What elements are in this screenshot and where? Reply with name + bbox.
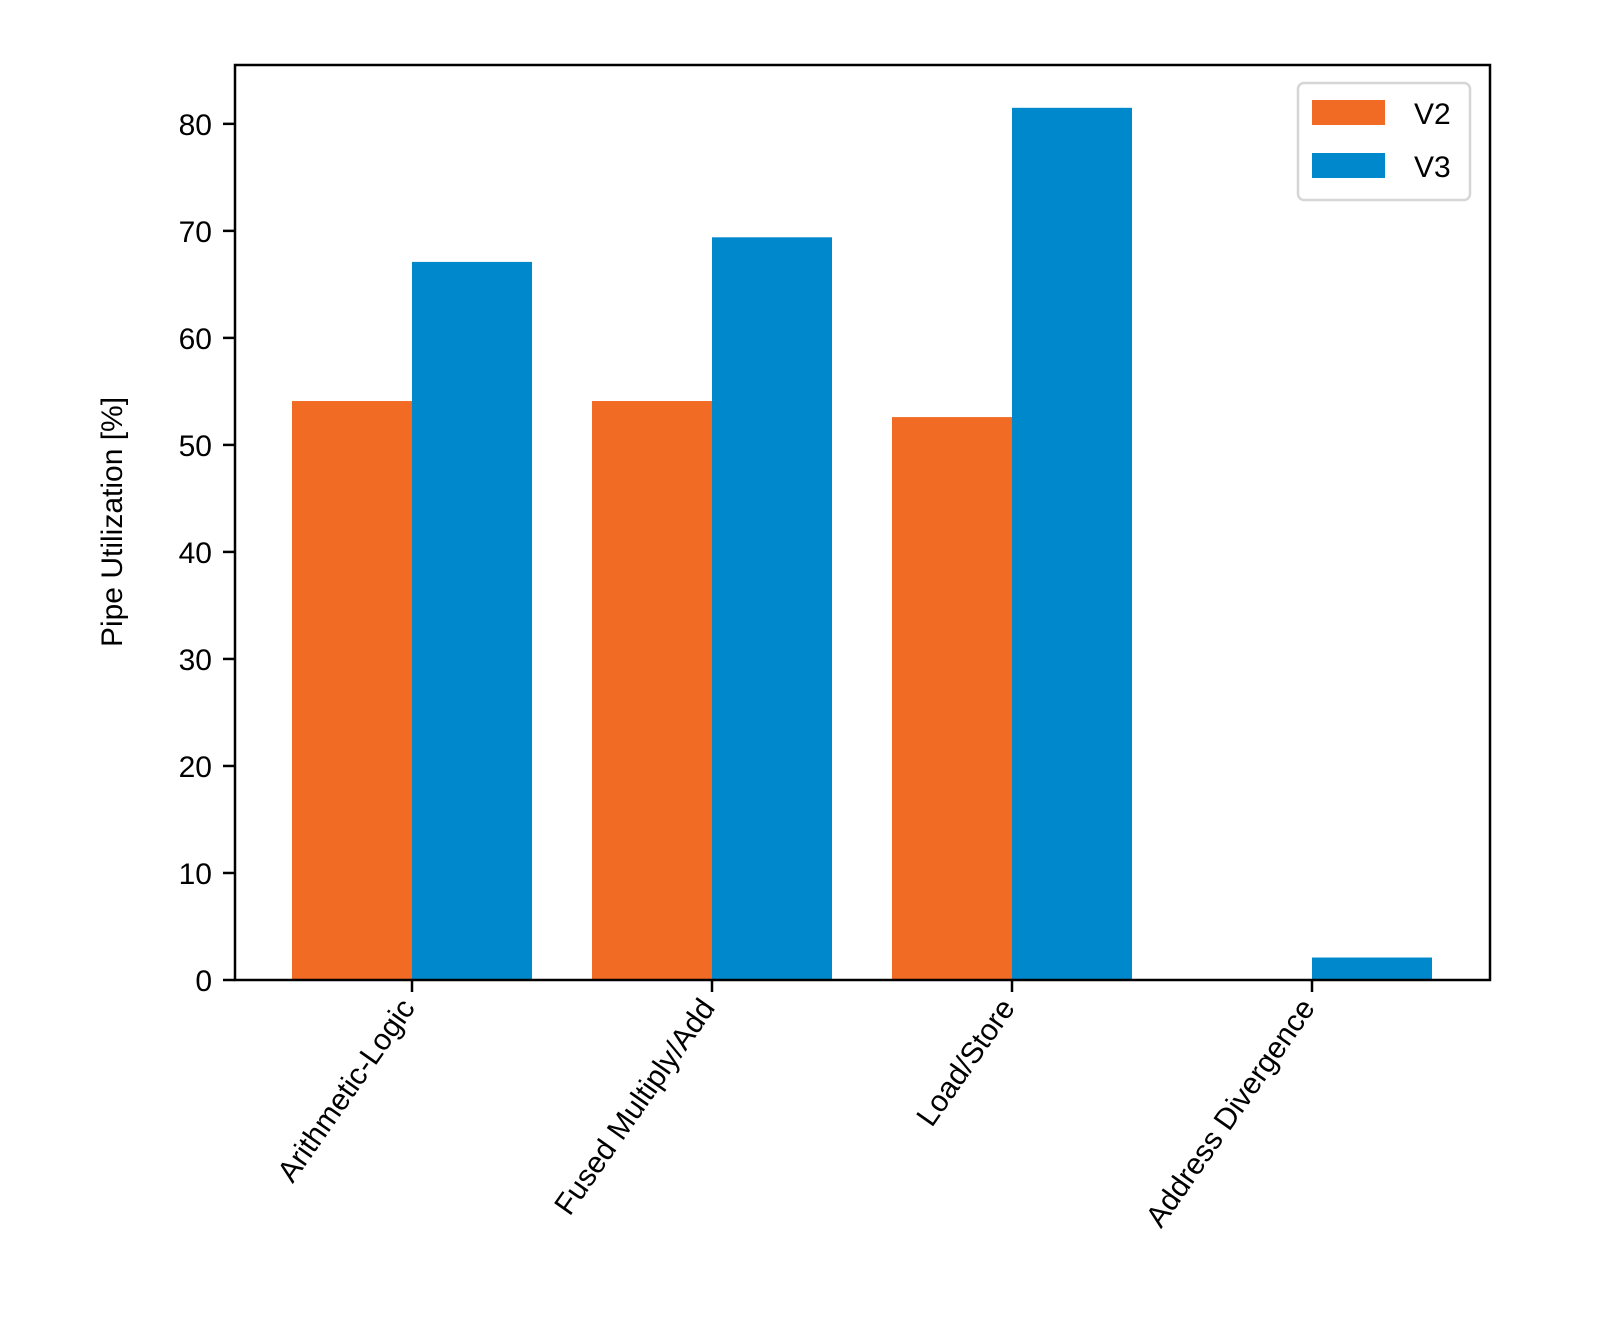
x-tick-label: Fused Multiply/Add bbox=[548, 993, 721, 1221]
bar-v2-0 bbox=[292, 401, 412, 980]
legend-label-v3: V3 bbox=[1414, 151, 1451, 184]
y-tick-label: 50 bbox=[179, 430, 212, 463]
plot-frame bbox=[233, 63, 1492, 982]
y-tick-label: 80 bbox=[179, 109, 212, 142]
y-axis-label: Pipe Utilization [%] bbox=[96, 397, 129, 647]
bar-v3-1 bbox=[712, 237, 832, 981]
y-tick-label: 10 bbox=[179, 858, 212, 891]
bar-v2-1 bbox=[592, 401, 712, 980]
y-tick-label: 70 bbox=[179, 216, 212, 249]
x-tick-label: Address Divergence bbox=[1140, 993, 1322, 1233]
x-tick-label: Arithmetic-Logic bbox=[271, 993, 421, 1188]
y-tick-label: 30 bbox=[179, 644, 212, 677]
bar-v3-2 bbox=[1012, 107, 1132, 981]
bar-v2-2 bbox=[892, 417, 1012, 980]
bar-v3-3 bbox=[1312, 957, 1432, 980]
x-tick-label: Load/Store bbox=[911, 993, 1022, 1132]
y-tick-label: 0 bbox=[195, 965, 212, 998]
legend-label-v2: V2 bbox=[1414, 98, 1451, 131]
y-tick-label: 60 bbox=[179, 323, 212, 356]
legend-swatch-v3 bbox=[1312, 153, 1385, 178]
y-tick-label: 40 bbox=[179, 537, 212, 570]
bar-v3-0 bbox=[412, 261, 532, 980]
legend-swatch-v2 bbox=[1312, 100, 1385, 125]
legend: V2 V3 bbox=[1296, 81, 1472, 202]
y-tick-label: 20 bbox=[179, 751, 212, 784]
